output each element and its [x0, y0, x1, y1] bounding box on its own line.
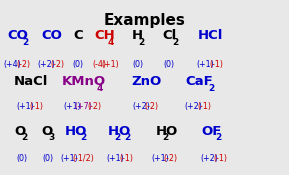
Text: 2: 2 [125, 134, 131, 142]
Text: NaCl: NaCl [14, 75, 48, 88]
Text: CO: CO [8, 29, 28, 42]
Text: (-1): (-1) [198, 102, 212, 111]
Text: KMnO: KMnO [62, 75, 105, 88]
Text: H: H [108, 125, 119, 138]
Text: (-1): (-1) [209, 60, 223, 69]
Text: (0): (0) [16, 154, 27, 163]
Text: H: H [132, 29, 143, 42]
Text: (+1): (+1) [106, 154, 124, 163]
Text: 2: 2 [21, 134, 27, 142]
Text: CaF: CaF [185, 75, 213, 88]
Text: 4: 4 [96, 83, 103, 93]
Text: (-2): (-2) [164, 154, 178, 163]
Text: CO: CO [42, 29, 63, 42]
Text: O: O [118, 125, 129, 138]
Text: O: O [42, 125, 53, 138]
Text: (0): (0) [164, 60, 175, 69]
Text: (-2): (-2) [51, 60, 65, 69]
Text: 2: 2 [209, 83, 215, 93]
Text: (+1): (+1) [64, 102, 81, 111]
Text: (-1): (-1) [29, 102, 43, 111]
Text: 2: 2 [172, 38, 179, 47]
Text: 2: 2 [22, 38, 28, 47]
Text: H: H [156, 125, 167, 138]
Text: OF: OF [202, 125, 222, 138]
Text: C: C [73, 29, 83, 42]
Text: (+1): (+1) [101, 60, 119, 69]
Text: 3: 3 [49, 134, 55, 142]
Text: (+2): (+2) [201, 154, 218, 163]
Text: (-1): (-1) [119, 154, 133, 163]
Text: (+1): (+1) [151, 154, 169, 163]
Text: HCl: HCl [198, 29, 223, 42]
Text: (+1): (+1) [61, 154, 79, 163]
Text: (0): (0) [72, 60, 84, 69]
Text: (-2): (-2) [16, 60, 30, 69]
Text: (+1): (+1) [196, 60, 214, 69]
Text: (+2): (+2) [185, 102, 203, 111]
Text: O: O [166, 125, 177, 138]
Text: ZnO: ZnO [131, 75, 162, 88]
Text: (+2): (+2) [38, 60, 56, 69]
Text: (0): (0) [132, 60, 143, 69]
Text: Cl: Cl [162, 29, 176, 42]
Text: (-2): (-2) [87, 102, 101, 111]
Text: (-1/2): (-1/2) [72, 154, 94, 163]
Text: (0): (0) [43, 154, 54, 163]
Text: 2: 2 [114, 134, 120, 142]
Text: (+2): (+2) [132, 102, 150, 111]
Text: (+4): (+4) [3, 60, 21, 69]
Text: 2: 2 [80, 134, 87, 142]
Text: CH: CH [95, 29, 115, 42]
Text: 2: 2 [215, 134, 222, 142]
Text: 2: 2 [138, 38, 144, 47]
Text: 2: 2 [162, 134, 168, 142]
Text: HO: HO [65, 125, 88, 138]
Text: Examples: Examples [104, 13, 186, 29]
Text: (+1): (+1) [16, 102, 34, 111]
Text: 4: 4 [108, 38, 114, 47]
Text: (-2): (-2) [145, 102, 159, 111]
Text: (-1): (-1) [213, 154, 227, 163]
Text: O: O [14, 125, 25, 138]
Text: (-4): (-4) [92, 60, 107, 69]
Text: (+7): (+7) [75, 102, 92, 111]
